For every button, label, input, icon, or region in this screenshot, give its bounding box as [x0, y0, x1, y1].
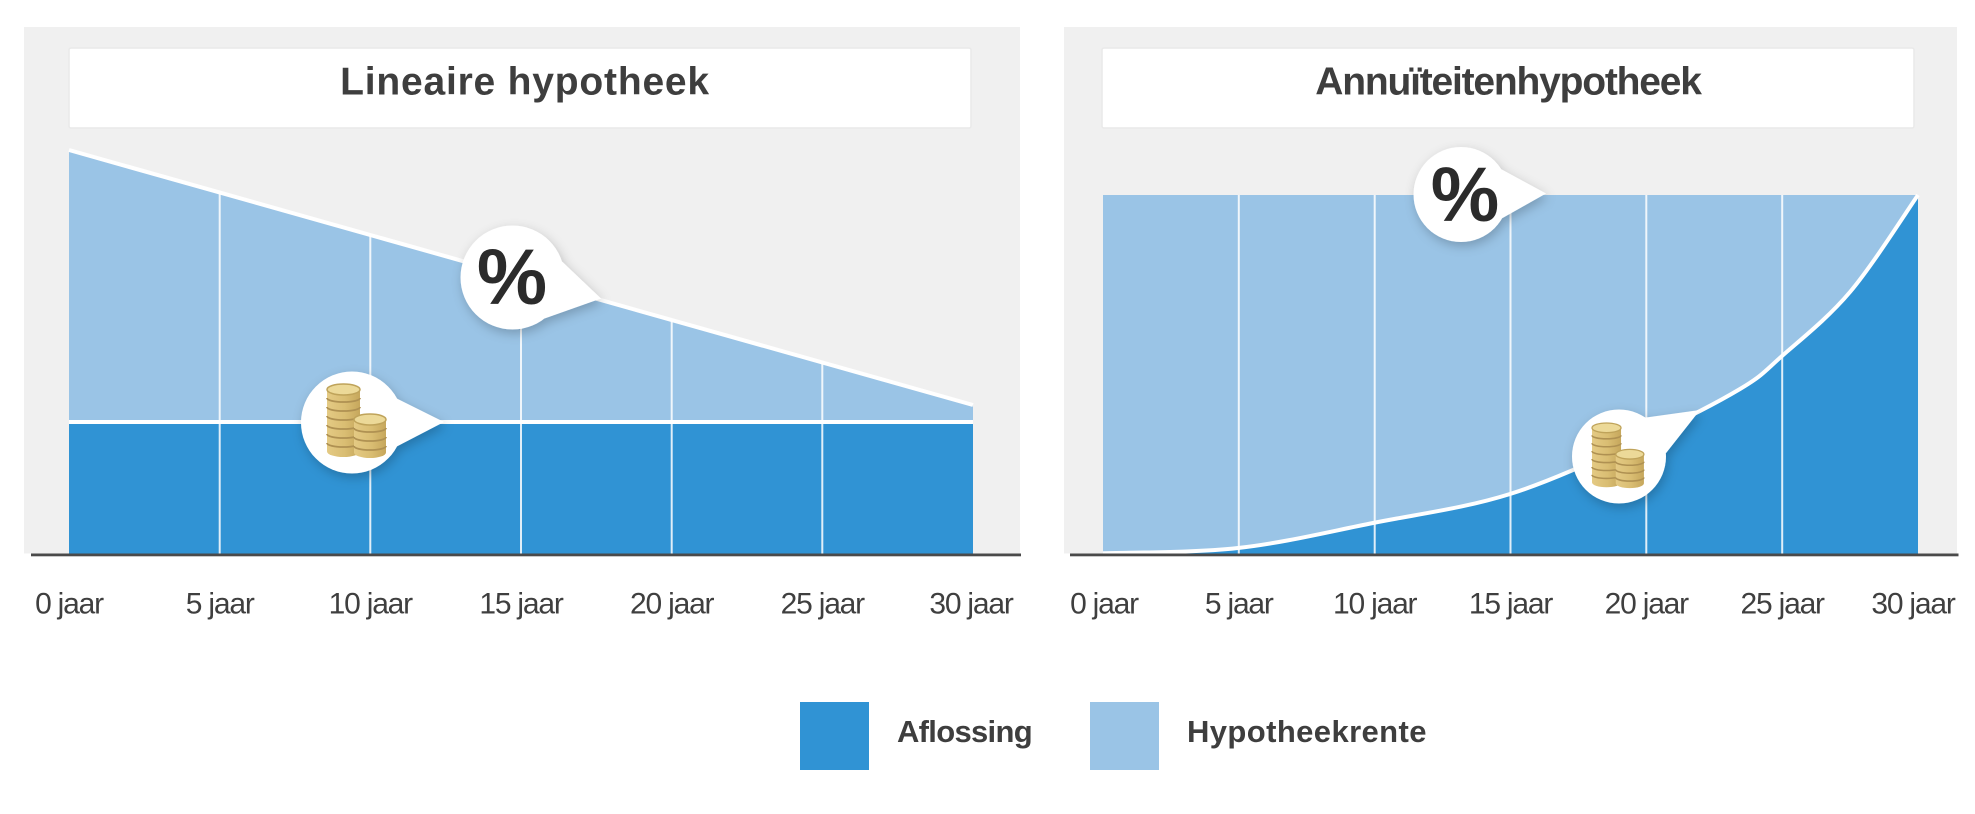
svg-text:Hypotheekrente: Hypotheekrente: [1187, 714, 1427, 749]
svg-text:20 jaar: 20 jaar: [1605, 588, 1690, 621]
svg-text:15 jaar: 15 jaar: [1469, 588, 1554, 621]
svg-text:25 jaar: 25 jaar: [781, 588, 866, 621]
svg-text:5 jaar: 5 jaar: [186, 588, 255, 621]
svg-text:Lineaire hypotheek: Lineaire hypotheek: [340, 61, 710, 104]
svg-text:Annuïteitenhypotheek: Annuïteitenhypotheek: [1315, 61, 1702, 104]
svg-text:10 jaar: 10 jaar: [1333, 588, 1418, 621]
svg-text:5 jaar: 5 jaar: [1205, 588, 1274, 621]
svg-text:%: %: [477, 232, 547, 321]
svg-text:30 jaar: 30 jaar: [1871, 588, 1956, 621]
svg-text:Aflossing: Aflossing: [897, 714, 1032, 749]
svg-text:20 jaar: 20 jaar: [630, 588, 715, 621]
svg-text:0 jaar: 0 jaar: [1070, 588, 1139, 621]
svg-text:10 jaar: 10 jaar: [329, 588, 414, 621]
svg-text:15 jaar: 15 jaar: [479, 588, 564, 621]
svg-text:%: %: [1431, 152, 1499, 238]
svg-text:0 jaar: 0 jaar: [35, 588, 104, 621]
svg-text:25 jaar: 25 jaar: [1741, 588, 1826, 621]
svg-text:30 jaar: 30 jaar: [929, 588, 1014, 621]
